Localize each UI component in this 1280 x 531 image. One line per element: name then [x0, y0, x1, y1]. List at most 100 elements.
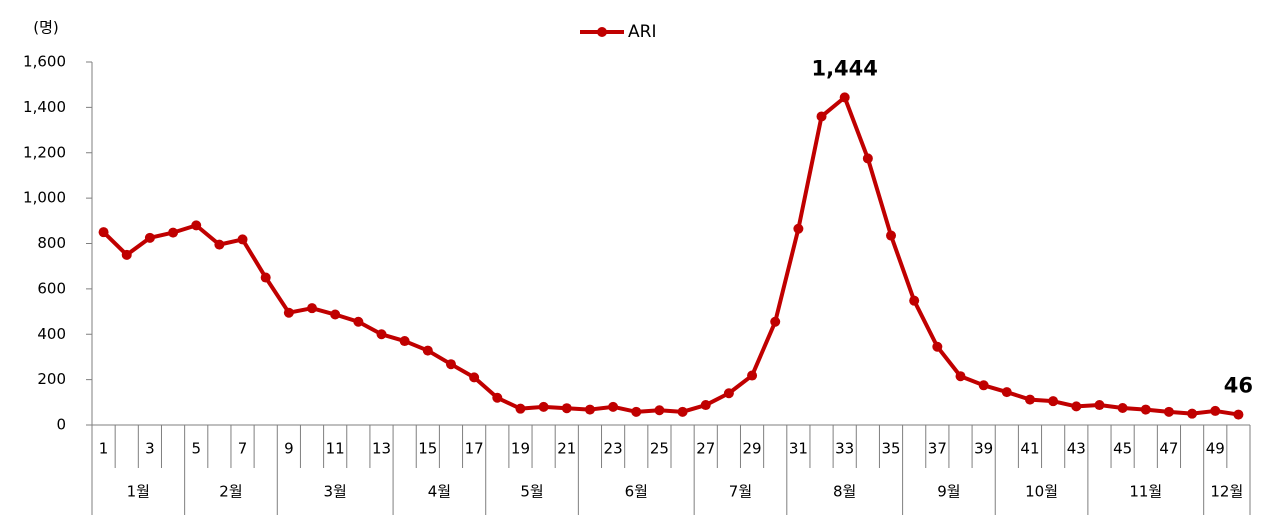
data-point	[1117, 402, 1128, 413]
data-point	[1140, 404, 1151, 415]
data-point	[445, 359, 456, 370]
x-group-label: 8월	[833, 483, 856, 501]
data-point	[978, 380, 989, 391]
y-tick-label: 1,400	[23, 98, 66, 116]
y-tick-label: 800	[37, 234, 66, 252]
x-tick-label: 37	[928, 440, 947, 458]
data-point	[144, 232, 155, 243]
y-tick-label: 0	[56, 416, 66, 434]
data-point	[584, 404, 595, 415]
x-tick-label: 43	[1067, 440, 1086, 458]
x-group-label: 11월	[1129, 483, 1162, 501]
data-point	[353, 316, 364, 327]
x-tick-label: 29	[743, 440, 762, 458]
x-tick-label: 35	[881, 440, 900, 458]
x-tick-label: 31	[789, 440, 808, 458]
x-tick-label: 11	[326, 440, 345, 458]
x-tick-label: 7	[238, 440, 248, 458]
data-point	[839, 92, 850, 103]
data-point	[492, 392, 503, 403]
data-point	[862, 153, 873, 164]
x-tick-label: 47	[1159, 440, 1178, 458]
series-line	[102, 95, 1239, 417]
x-tick-label: 21	[557, 440, 576, 458]
data-point	[1163, 406, 1174, 417]
data-point	[515, 403, 526, 414]
x-group-label: 3월	[324, 483, 347, 501]
x-group-label: 12월	[1210, 483, 1243, 501]
data-point	[191, 220, 202, 231]
data-point	[469, 372, 480, 383]
x-tick-label: 41	[1020, 440, 1039, 458]
data-point	[816, 111, 827, 122]
x-tick-label: 27	[696, 440, 715, 458]
data-point	[561, 403, 572, 414]
data-point	[631, 406, 642, 417]
data-point	[260, 272, 271, 283]
data-point	[538, 401, 549, 412]
x-group-label: 10월	[1025, 483, 1058, 501]
data-point	[1094, 400, 1105, 411]
y-tick-label: 1,000	[23, 189, 66, 207]
data-point	[1024, 394, 1035, 405]
data-point	[700, 400, 711, 411]
x-group-label: 2월	[219, 483, 242, 501]
x-tick-label: 17	[465, 440, 484, 458]
data-point	[1210, 405, 1221, 416]
data-point	[747, 370, 758, 381]
x-tick-label: 19	[511, 440, 530, 458]
y-tick-label: 200	[37, 370, 66, 388]
data-point	[932, 341, 943, 352]
data-point	[793, 223, 804, 234]
y-tick-label: 1,200	[23, 143, 66, 161]
x-group-label: 4월	[428, 483, 451, 501]
x-group-label: 7월	[729, 483, 752, 501]
data-point	[1071, 401, 1082, 412]
x-tick-label: 15	[418, 440, 437, 458]
data-point	[237, 234, 248, 245]
data-point	[399, 336, 410, 347]
x-tick-label: 49	[1206, 440, 1225, 458]
x-group-label: 5월	[520, 483, 543, 501]
x-group-label: 6월	[625, 483, 648, 501]
data-point	[121, 249, 132, 260]
x-tick-label: 45	[1113, 440, 1132, 458]
y-tick-label: 600	[37, 279, 66, 297]
data-point	[608, 401, 619, 412]
data-point	[770, 316, 781, 327]
data-point	[330, 309, 341, 320]
x-tick-label: 23	[604, 440, 623, 458]
x-tick-label: 25	[650, 440, 669, 458]
data-point	[1048, 396, 1059, 407]
data-point	[307, 303, 318, 314]
x-tick-label: 1	[99, 440, 109, 458]
data-point	[909, 295, 920, 306]
data-point	[955, 371, 966, 382]
data-label: 1,444	[811, 56, 877, 80]
data-point	[168, 227, 179, 238]
x-group-label: 1월	[127, 483, 150, 501]
y-tick-label: 1,600	[23, 53, 66, 71]
x-tick-label: 39	[974, 440, 993, 458]
x-tick-label: 33	[835, 440, 854, 458]
data-point	[723, 388, 734, 399]
x-tick-label: 5	[191, 440, 201, 458]
data-point	[654, 405, 665, 416]
data-point	[214, 239, 225, 250]
x-tick-label: 13	[372, 440, 391, 458]
data-point	[98, 227, 109, 238]
data-point	[886, 230, 897, 241]
y-axis-label: (명)	[33, 19, 59, 37]
data-point	[1187, 408, 1198, 419]
x-tick-label: 9	[284, 440, 294, 458]
data-point	[376, 329, 387, 340]
x-tick-label: 3	[145, 440, 155, 458]
legend-marker	[597, 27, 607, 37]
data-point	[283, 307, 294, 318]
x-group-label: 9월	[937, 483, 960, 501]
data-point	[1233, 409, 1244, 420]
legend-label: ARI	[628, 22, 656, 42]
data-point	[422, 345, 433, 356]
y-tick-label: 400	[37, 325, 66, 343]
